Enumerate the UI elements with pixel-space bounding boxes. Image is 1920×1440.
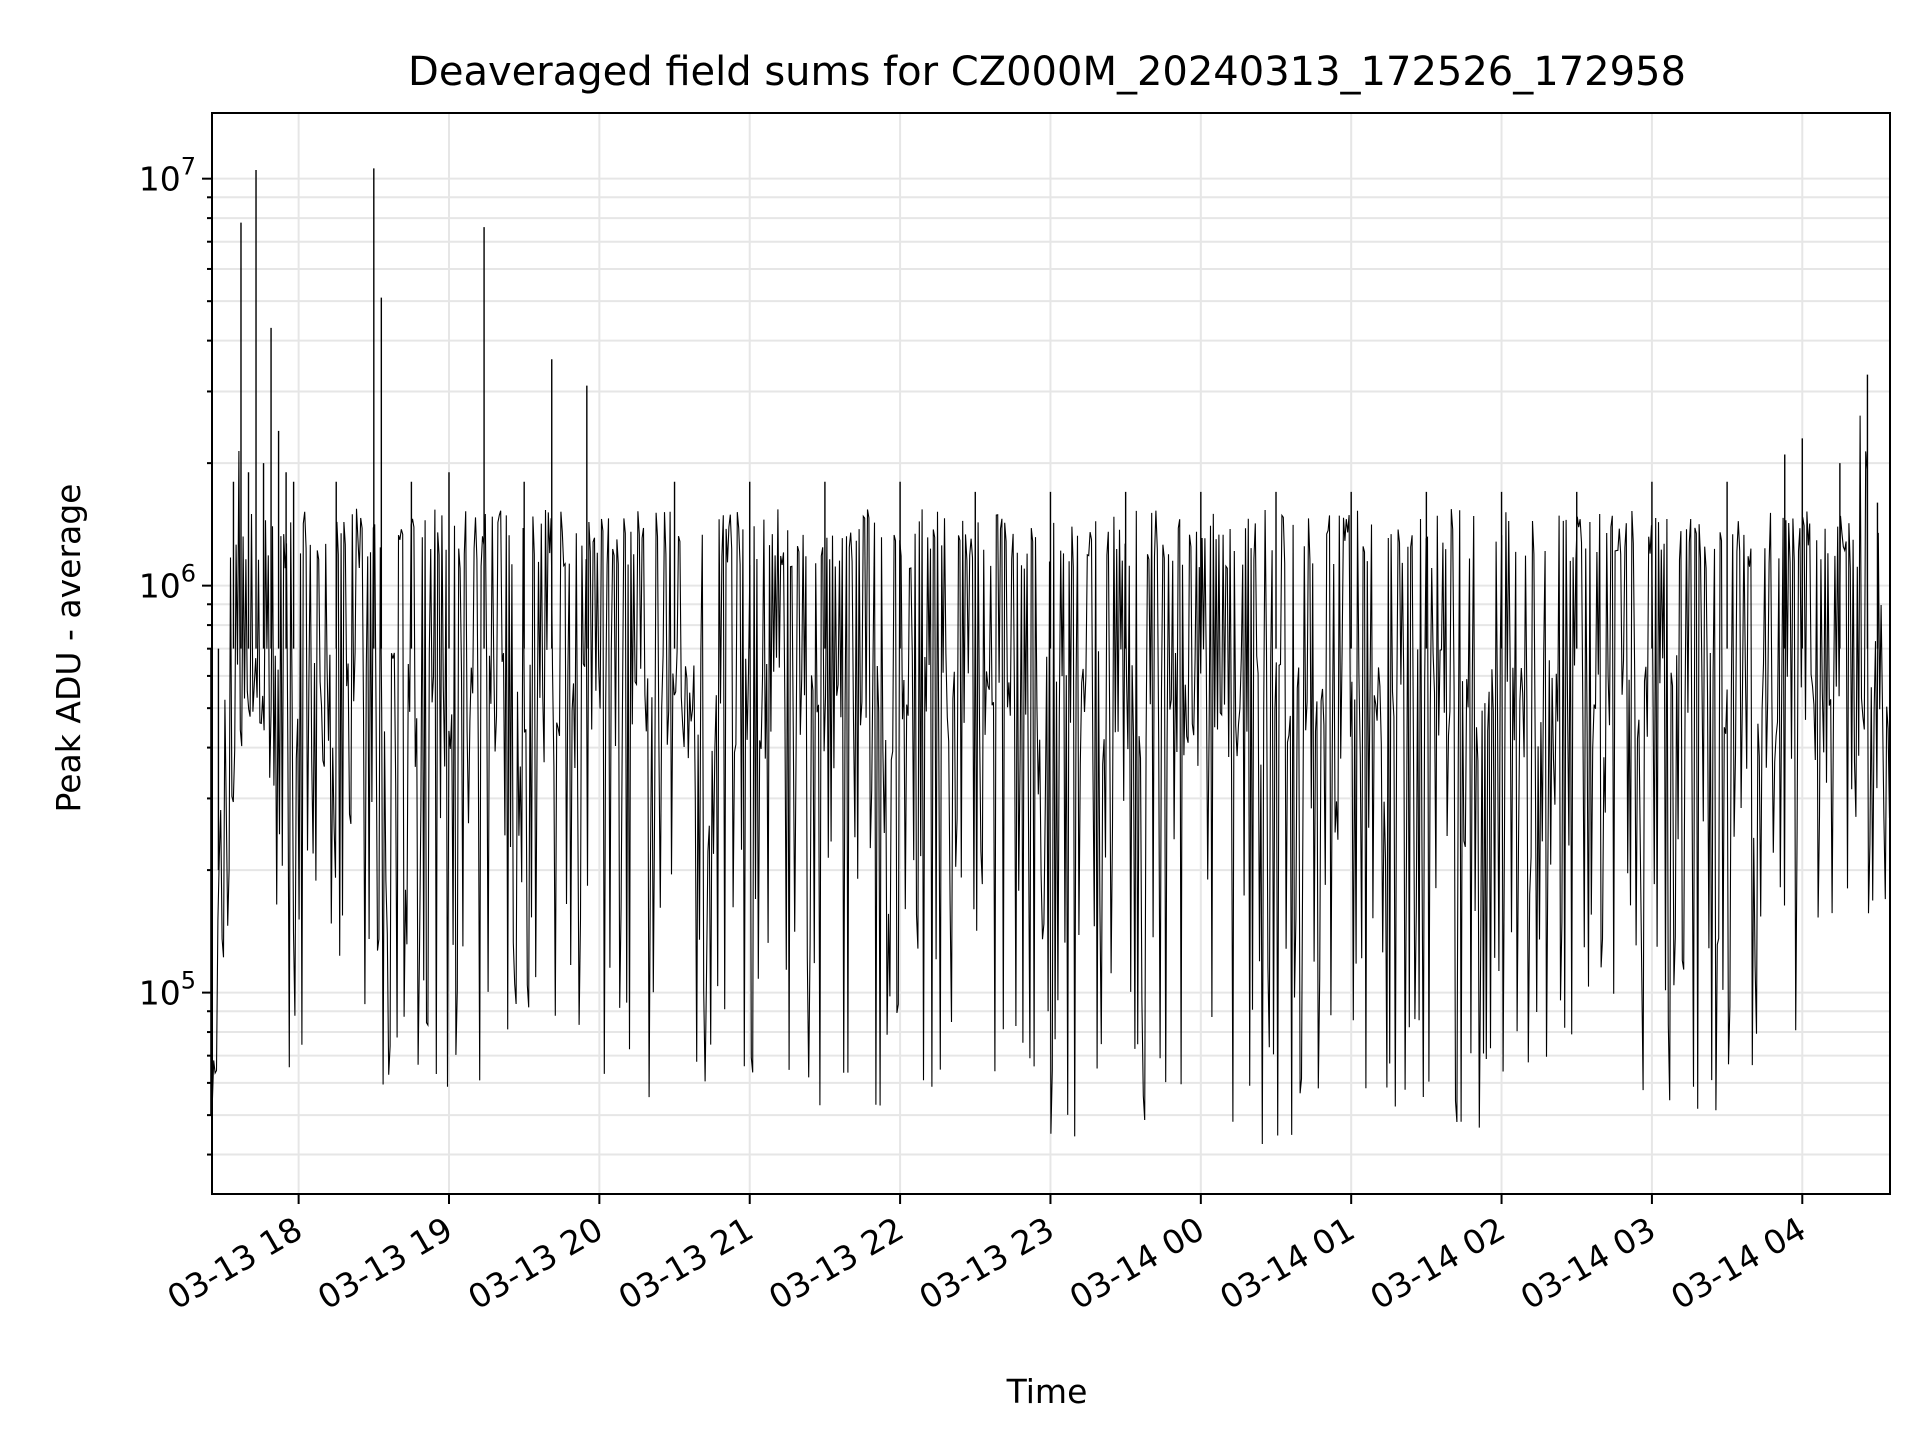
x-axis-label: Time [1006,1372,1088,1411]
y-axis-label: Peak ADU - average [49,484,88,813]
y-tick-label: 106 [139,560,196,606]
y-tick-label-exponent: 6 [181,560,196,588]
series-line [210,415,1891,1145]
y-tick-label-base: 10 [139,567,181,606]
y-tick-label-base: 10 [139,974,181,1013]
data-layer [210,168,1891,1145]
chart-title: Deaveraged field sums for CZ000M_2024031… [408,49,1686,95]
y-tick-label: 105 [139,967,196,1013]
y-tick-label-exponent: 7 [181,153,196,181]
grid-lines [212,113,1890,1194]
y-tick-label-exponent: 5 [181,967,196,995]
y-tick-label: 107 [139,153,196,199]
y-tick-label-base: 10 [139,160,181,199]
